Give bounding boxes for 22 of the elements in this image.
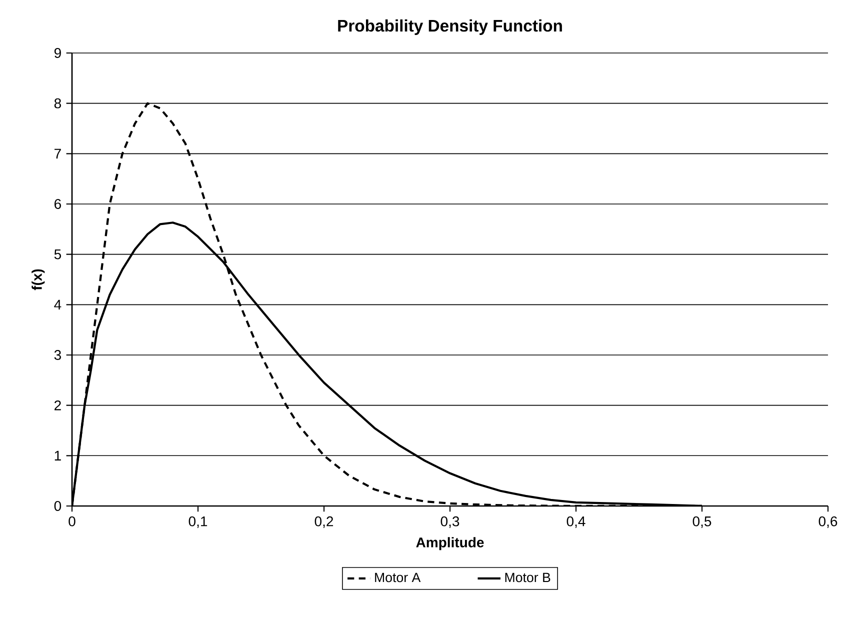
x-tick-label: 0,6: [818, 516, 838, 528]
x-axis-title: Amplitude: [416, 537, 484, 550]
y-tick-label: 7: [54, 148, 61, 158]
y-tick-label: 5: [54, 249, 62, 260]
x-tick-label: 0: [68, 516, 76, 526]
y-tick-label: 3: [54, 350, 61, 360]
y-tick-label: 2: [54, 400, 61, 410]
legend-label: Motor A: [375, 572, 421, 582]
y-tick-label: 4: [54, 300, 62, 310]
y-axis-title: f(x): [32, 269, 45, 290]
x-tick-label: 0,2: [314, 516, 334, 528]
x-tick-label: 0,5: [692, 516, 712, 528]
y-tick-label: 9: [54, 48, 61, 58]
legend-label: Motor B: [505, 572, 550, 582]
chart-title: Probability Density Function: [338, 19, 562, 35]
y-tick-label: 6: [54, 199, 61, 209]
y-tick-label: 0: [54, 501, 62, 511]
y-tick-label: 8: [54, 98, 61, 108]
y-tick-label: 1: [54, 450, 61, 460]
x-tick-label: 0,4: [566, 516, 586, 528]
x-tick-label: 0,3: [440, 516, 460, 528]
x-tick-label: 0,1: [188, 516, 208, 528]
